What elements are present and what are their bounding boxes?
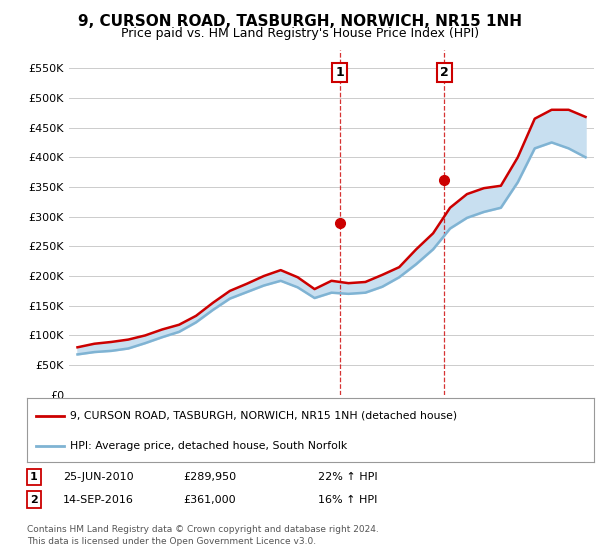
Text: 1: 1 (335, 66, 344, 79)
Text: £361,000: £361,000 (183, 494, 236, 505)
Text: 2: 2 (440, 66, 449, 79)
Text: Contains HM Land Registry data © Crown copyright and database right 2024.
This d: Contains HM Land Registry data © Crown c… (27, 525, 379, 546)
Text: 9, CURSON ROAD, TASBURGH, NORWICH, NR15 1NH (detached house): 9, CURSON ROAD, TASBURGH, NORWICH, NR15 … (70, 410, 457, 421)
Text: 2: 2 (30, 494, 38, 505)
Text: 16% ↑ HPI: 16% ↑ HPI (318, 494, 377, 505)
Text: 25-JUN-2010: 25-JUN-2010 (63, 472, 134, 482)
Text: £289,950: £289,950 (183, 472, 236, 482)
Text: 22% ↑ HPI: 22% ↑ HPI (318, 472, 377, 482)
Text: HPI: Average price, detached house, South Norfolk: HPI: Average price, detached house, Sout… (70, 441, 347, 451)
Text: 9, CURSON ROAD, TASBURGH, NORWICH, NR15 1NH: 9, CURSON ROAD, TASBURGH, NORWICH, NR15 … (78, 14, 522, 29)
Text: 14-SEP-2016: 14-SEP-2016 (63, 494, 134, 505)
Text: 1: 1 (30, 472, 38, 482)
Text: Price paid vs. HM Land Registry's House Price Index (HPI): Price paid vs. HM Land Registry's House … (121, 27, 479, 40)
